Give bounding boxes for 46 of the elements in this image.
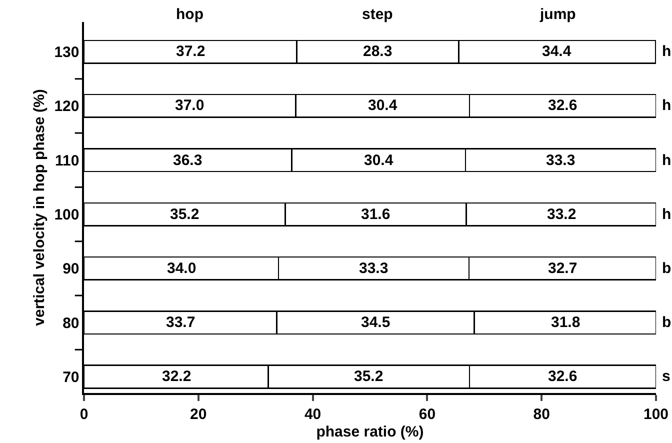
y-tick-label: 120 — [54, 98, 80, 116]
data-label: 35.2 — [170, 206, 200, 223]
text: h — [662, 97, 672, 114]
x-tick-label: 40 — [304, 406, 322, 423]
data-label: 32.2 — [162, 368, 192, 385]
text: h — [662, 152, 672, 169]
data-label: 32.6 — [548, 368, 578, 385]
text: b — [662, 314, 672, 331]
y-tick-label: 100 — [54, 206, 80, 224]
data-label: 30.4 — [368, 97, 398, 114]
y-axis-title: vertical velocity in hop phase (%) — [30, 89, 48, 326]
x-tick-label: 20 — [190, 406, 207, 423]
x-axis-title: phase ratio (%) — [316, 423, 424, 440]
data-label: 28.3 — [363, 43, 392, 60]
data-label: 31.6 — [361, 206, 390, 223]
data-label: 32.6 — [548, 97, 578, 114]
x-tick-label: 80 — [533, 406, 550, 423]
text: h — [662, 43, 672, 60]
data-label: 34.0 — [167, 260, 196, 277]
data-label: 30.4 — [364, 152, 394, 169]
series-label: step — [362, 6, 393, 23]
x-tick-label: 100 — [643, 406, 669, 423]
data-label: 33.3 — [359, 260, 388, 277]
data-label: 33.7 — [166, 314, 196, 331]
y-tick-label: 110 — [55, 152, 80, 170]
series-label: jump — [539, 6, 576, 23]
y-tick-label: 90 — [62, 260, 80, 278]
y-tick-label: 70 — [62, 369, 80, 386]
y-tick-label: 80 — [62, 314, 80, 332]
y-tick-label: 130 — [54, 44, 80, 62]
data-label: 37.0 — [175, 97, 204, 114]
text: b — [662, 260, 672, 277]
x-tick-label: 60 — [418, 406, 436, 423]
data-label: 33.3 — [546, 152, 576, 169]
data-label: 31.8 — [551, 314, 580, 331]
series-label: hop — [176, 6, 204, 23]
data-label: 33.2 — [547, 206, 576, 223]
data-label: 34.5 — [361, 314, 390, 331]
data-label: 37.2 — [176, 43, 206, 60]
text: s — [662, 368, 670, 385]
x-tick-label: 0 — [80, 406, 88, 423]
data-label: 32.7 — [548, 260, 578, 277]
data-label: 36.3 — [173, 152, 202, 169]
data-label: 34.4 — [542, 43, 572, 60]
text: h — [662, 206, 672, 223]
data-label: 35.2 — [354, 368, 384, 385]
